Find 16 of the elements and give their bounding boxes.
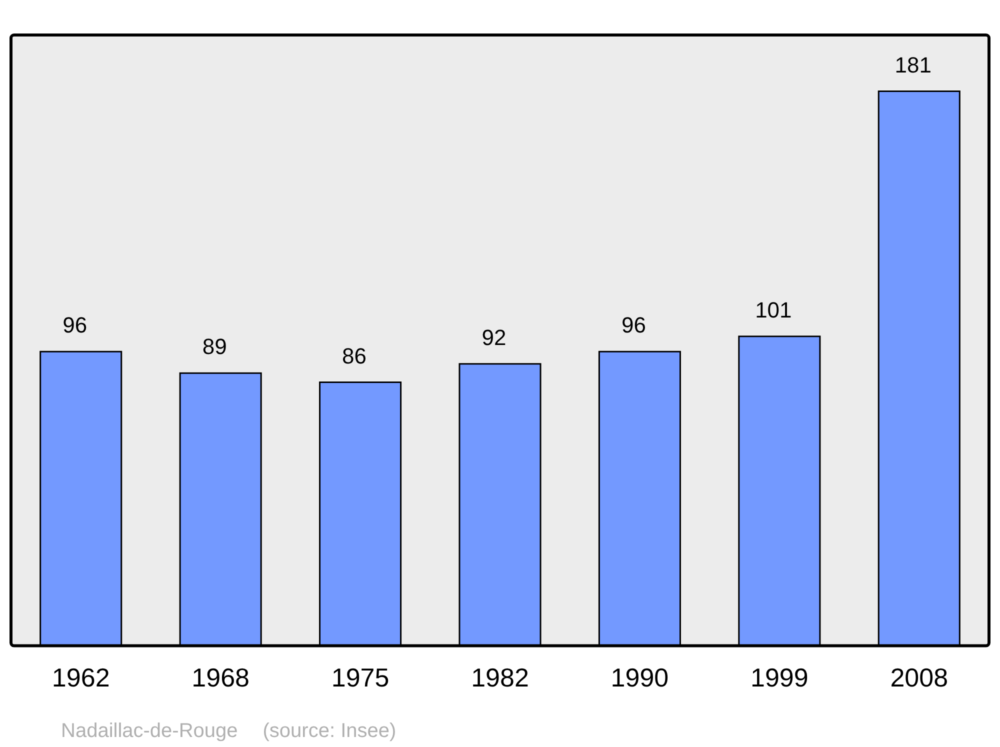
data-label: 86 [342, 343, 367, 368]
x-tick-label: 2008 [890, 662, 948, 693]
text: Nadaillac-de-Rouge [61, 720, 238, 742]
data-label: 96 [62, 312, 88, 338]
data-label: 181 [894, 52, 932, 78]
data-label: 96 [621, 312, 646, 338]
x-tick-label: 1968 [192, 662, 250, 693]
x-tick-label: 1962 [52, 662, 110, 693]
x-tick-label: 1975 [331, 662, 390, 693]
data-label: 92 [482, 324, 506, 350]
x-tick-label: 1982 [471, 662, 529, 693]
x-tick-label: 1999 [750, 662, 808, 693]
text: (source: Insee) [262, 720, 396, 742]
data-label: 101 [755, 297, 792, 322]
data-label: 89 [202, 334, 227, 360]
x-tick-label: 1990 [610, 662, 669, 693]
